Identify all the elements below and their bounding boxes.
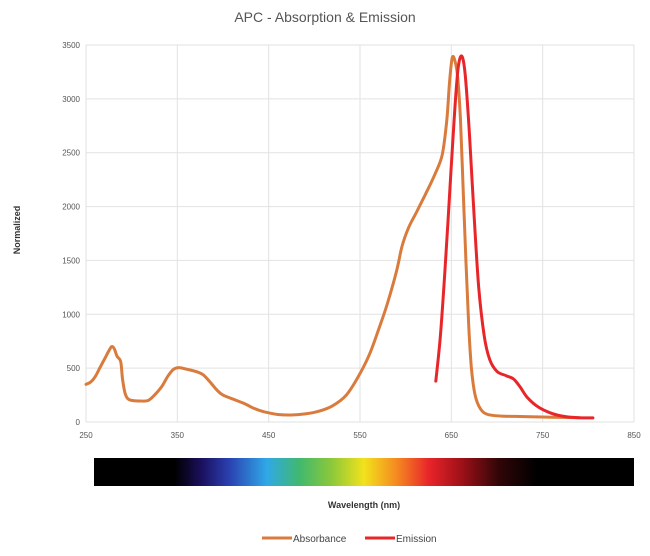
x-tick-label: 450 (262, 431, 276, 440)
y-tick-label: 3000 (62, 95, 80, 104)
legend: Absorbance Emission (262, 534, 437, 545)
y-tick-label: 1000 (62, 310, 80, 319)
grid (85, 44, 635, 423)
legend-label-absorbance: Absorbance (293, 534, 347, 545)
x-tick-label: 550 (353, 431, 367, 440)
y-tick-label: 2000 (62, 203, 80, 212)
y-axis-label: Normalized (12, 206, 22, 255)
series-line-absorbance (84, 54, 581, 420)
series-lines (84, 54, 595, 420)
y-tick-label: 1500 (62, 256, 80, 265)
y-tick-label: 3500 (62, 41, 80, 50)
y-tick-label: 0 (76, 418, 81, 427)
x-axis-label: Wavelength (nm) (328, 500, 400, 510)
y-tick-label: 500 (67, 364, 81, 373)
y-tick-label: 2500 (62, 149, 80, 158)
chart-title: APC - Absorption & Emission (234, 9, 415, 25)
x-tick-label: 850 (627, 431, 641, 440)
tick-labels: 0 500 1000 1500 2000 2500 3000 3500 250 350 450 550… (62, 41, 641, 440)
x-tick-label: 750 (536, 431, 550, 440)
legend-label-emission: Emission (396, 534, 437, 545)
x-tick-label: 250 (79, 431, 93, 440)
series-line-emission (434, 54, 595, 420)
x-tick-label: 350 (171, 431, 185, 440)
x-tick-label: 650 (445, 431, 459, 440)
spectrum-color-bar (94, 458, 634, 486)
